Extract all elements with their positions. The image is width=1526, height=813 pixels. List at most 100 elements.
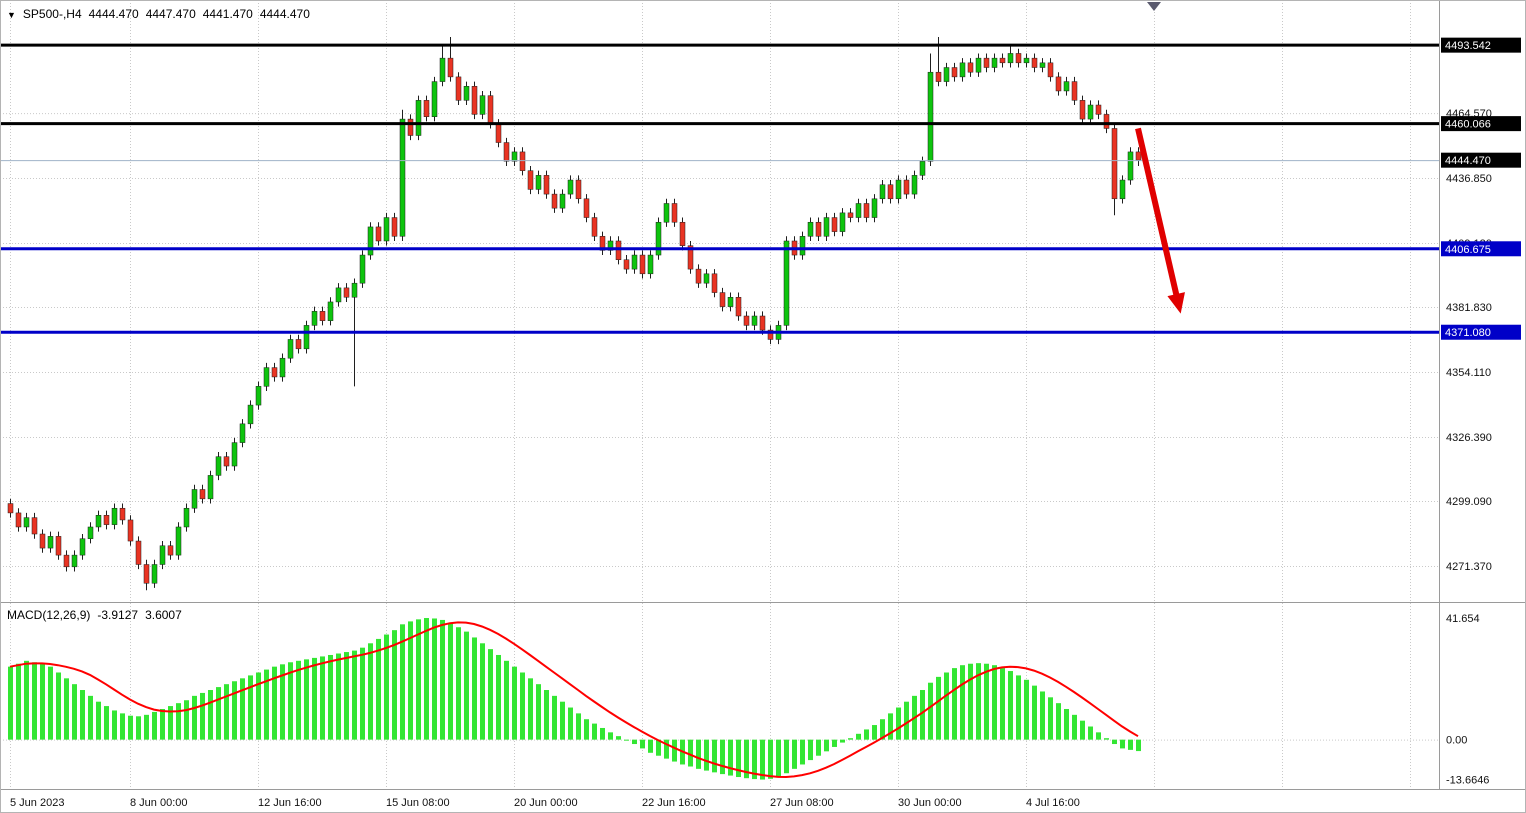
candle-body [511,151,518,162]
candle-body [383,217,390,242]
candle-body [279,357,286,378]
macd-histogram-bar [856,733,861,740]
macd-histogram-bar [544,690,549,740]
macd-histogram-bar [576,713,581,740]
macd-histogram-bar [1032,685,1037,740]
candle-body [175,526,182,556]
macd-histogram-bar [728,739,733,776]
macd-histogram-bar [864,729,869,740]
macd-histogram-bar [304,659,309,740]
macd-histogram-bar [792,739,797,769]
date-axis-label: 20 Jun 00:00 [514,797,578,809]
candle-body [191,489,198,509]
macd-histogram-bar [928,682,933,740]
macd-histogram-bar [208,690,213,740]
candle-body [767,329,774,340]
macd-histogram-bar [744,739,749,779]
macd-histogram-bar [1056,703,1061,740]
macd-histogram-bar [224,684,229,740]
candle-body [7,503,14,514]
macd-histogram-bar [1064,708,1069,740]
macd-histogram-bar [384,634,389,740]
candle-body [743,315,750,326]
date-axis-label: 22 Jun 16:00 [642,797,706,809]
candle-body [367,226,374,256]
macd-histogram-bar [952,668,957,740]
candle-body [1127,151,1134,181]
candle-body [375,226,382,242]
candle-body [159,545,166,565]
candle-body [63,554,70,568]
candle-body [55,536,62,556]
chart-shift-marker-icon[interactable] [1147,2,1161,11]
candle-body [1095,104,1102,115]
symbol-dropdown-icon[interactable]: ▼ [7,9,16,20]
macd-histogram-bar [112,710,117,740]
candle-body [407,118,414,136]
macd-histogram-bar [256,672,261,740]
candle-body [1007,53,1014,64]
macd-histogram-bar [1104,738,1109,740]
macd-histogram-bar [64,678,69,740]
candle-body [711,273,718,293]
macd-histogram-bar [832,739,837,747]
macd-histogram-bar [480,643,485,740]
macd-histogram-bar [328,654,333,740]
candle-body [1079,100,1086,120]
trend-arrow-line[interactable] [1135,127,1181,303]
candle-body [567,179,574,195]
candle-body [1119,179,1126,200]
macd-signal-line [9,621,1139,779]
candle-body [535,175,542,190]
macd-histogram-bar [840,739,845,743]
macd-histogram-bar [144,714,149,740]
date-axis-label: 8 Jun 00:00 [130,797,188,809]
candle-body [751,315,758,326]
macd-histogram-bar [248,675,253,740]
price-badge-text: 4460.066 [1445,119,1491,131]
macd-histogram-bar [176,703,181,740]
candle-body [15,512,22,528]
macd-histogram-bar [168,706,173,740]
candle-body [551,193,558,209]
candle-body [823,217,830,237]
price-axis-label: 4436.850 [1446,173,1492,185]
macd-histogram-bar [1120,739,1125,749]
macd-histogram-bar [1112,739,1117,745]
macd-histogram-bar [784,739,789,774]
candle-body [519,151,526,171]
date-axis-label: 5 Jun 2023 [10,797,64,809]
macd-histogram-bar [824,739,829,752]
candle-body [351,282,358,298]
macd-histogram-bar [16,663,21,740]
macd-histogram-bar [200,692,205,740]
candle-body [23,517,30,528]
candle-body [95,515,102,528]
macd-axis-label: 41.654 [1446,613,1480,625]
candle-body [71,554,78,568]
candle-body [943,67,950,82]
candle-body [871,198,878,218]
macd-histogram-bar [152,711,157,740]
candle-body [31,517,38,535]
candle-body [359,254,366,284]
macd-histogram-bar [432,618,437,740]
macd-histogram-bar [1016,675,1021,740]
price-badge [1441,152,1521,168]
candle-body [663,203,670,223]
macd-histogram-bar [80,690,85,740]
candle-body [575,179,582,200]
trend-arrow-head[interactable] [1167,292,1185,314]
candle-body [471,86,478,115]
candle-body [935,71,942,82]
candle-body [215,456,222,476]
candle-body [223,456,230,467]
macd-histogram-bar [72,684,77,740]
candle-body [735,296,742,317]
macd-histogram-bar [656,739,661,756]
candle-body [431,81,438,117]
candle-body [1087,104,1094,120]
macd-histogram-bar [400,624,405,740]
macd-histogram-bar [440,619,445,740]
